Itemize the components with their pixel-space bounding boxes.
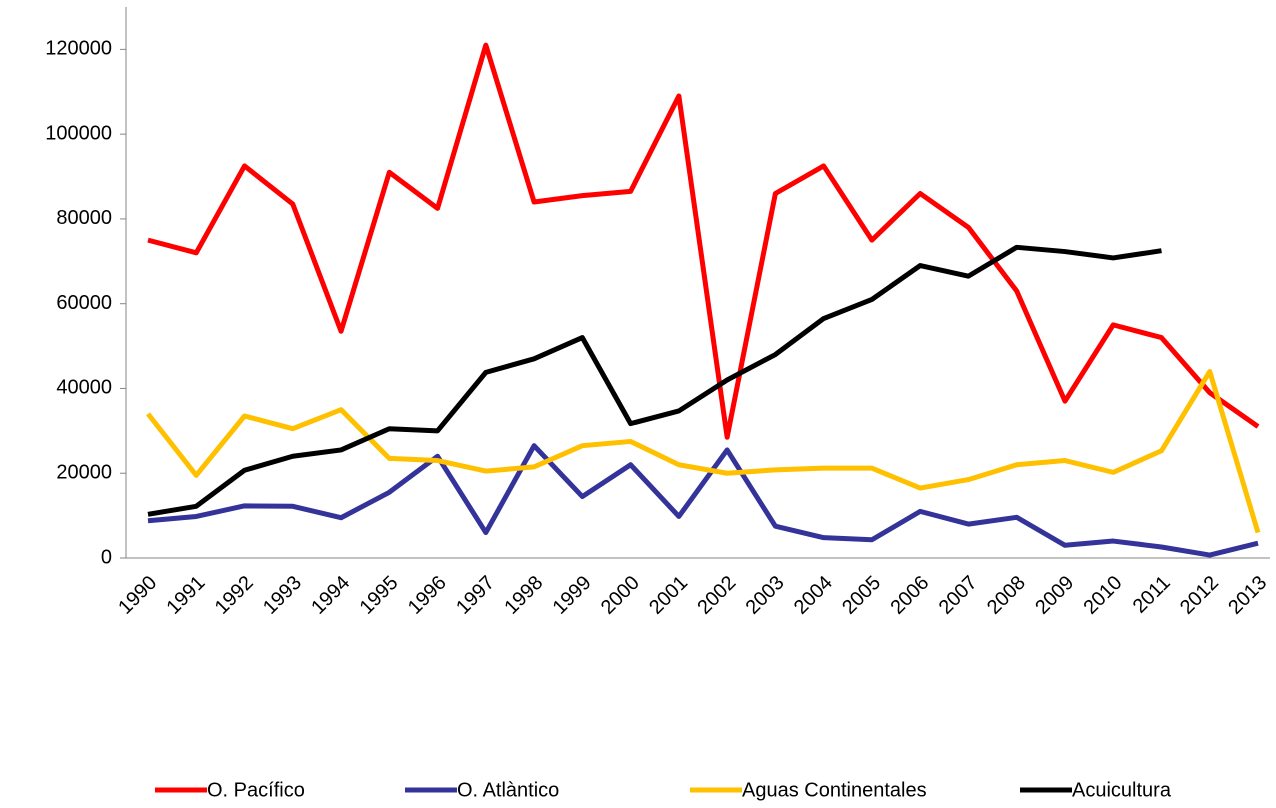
series-line [147, 443, 1259, 558]
x-tick-label: 2000 [597, 572, 644, 619]
y-tick-label: 120000 [45, 38, 112, 60]
x-tick-label: 1997 [452, 572, 499, 619]
x-tick-label: 2005 [838, 572, 885, 619]
x-tick-label: 2011 [1129, 572, 1175, 618]
legend-label: Aguas Continentales [742, 779, 927, 801]
legend-label: O. Atlàntico [457, 779, 559, 801]
y-tick-label: 40000 [56, 377, 112, 399]
legend-item: O. Pacífico [155, 779, 305, 801]
x-tick-label: 1998 [500, 572, 547, 619]
x-tick-label: 2002 [693, 572, 740, 619]
x-tick-label: 2007 [935, 572, 982, 619]
x-tick-label: 1990 [114, 572, 161, 619]
y-tick-label: 20000 [56, 462, 112, 484]
series-line [147, 244, 1162, 517]
x-tick-label: 2008 [983, 572, 1030, 619]
y-tick-label: 0 [101, 546, 112, 568]
legend-item: Aguas Continentales [690, 779, 927, 801]
y-tick-label: 80000 [56, 207, 112, 229]
x-tick-label: 2001 [645, 572, 692, 619]
y-tick-label: 60000 [56, 292, 112, 314]
x-tick-label: 2004 [790, 572, 837, 619]
x-tick-label: 2013 [1224, 572, 1271, 619]
x-tick-label: 1992 [211, 572, 258, 619]
legend-label: O. Pacífico [207, 779, 305, 801]
x-tick-label: 1994 [307, 572, 354, 619]
legend-item: O. Atlàntico [405, 779, 559, 801]
y-tick-label: 100000 [45, 122, 112, 144]
legend-item: Acuicultura [1020, 779, 1172, 801]
x-tick-label: 1996 [404, 572, 451, 619]
x-tick-label: 1993 [259, 572, 306, 619]
x-tick-label: 1991 [163, 572, 210, 619]
x-tick-label: 2012 [1176, 572, 1223, 619]
x-tick-label: 1995 [356, 572, 403, 619]
x-tick-label: 2003 [742, 572, 789, 619]
series-line [146, 369, 1261, 534]
x-tick-label: 2006 [886, 572, 933, 619]
x-tick-label: 2010 [1079, 572, 1126, 619]
legend-label: Acuicultura [1072, 779, 1172, 801]
x-tick-label: 2009 [1031, 572, 1078, 619]
series-line [147, 42, 1260, 440]
x-tick-label: 1999 [549, 572, 596, 619]
